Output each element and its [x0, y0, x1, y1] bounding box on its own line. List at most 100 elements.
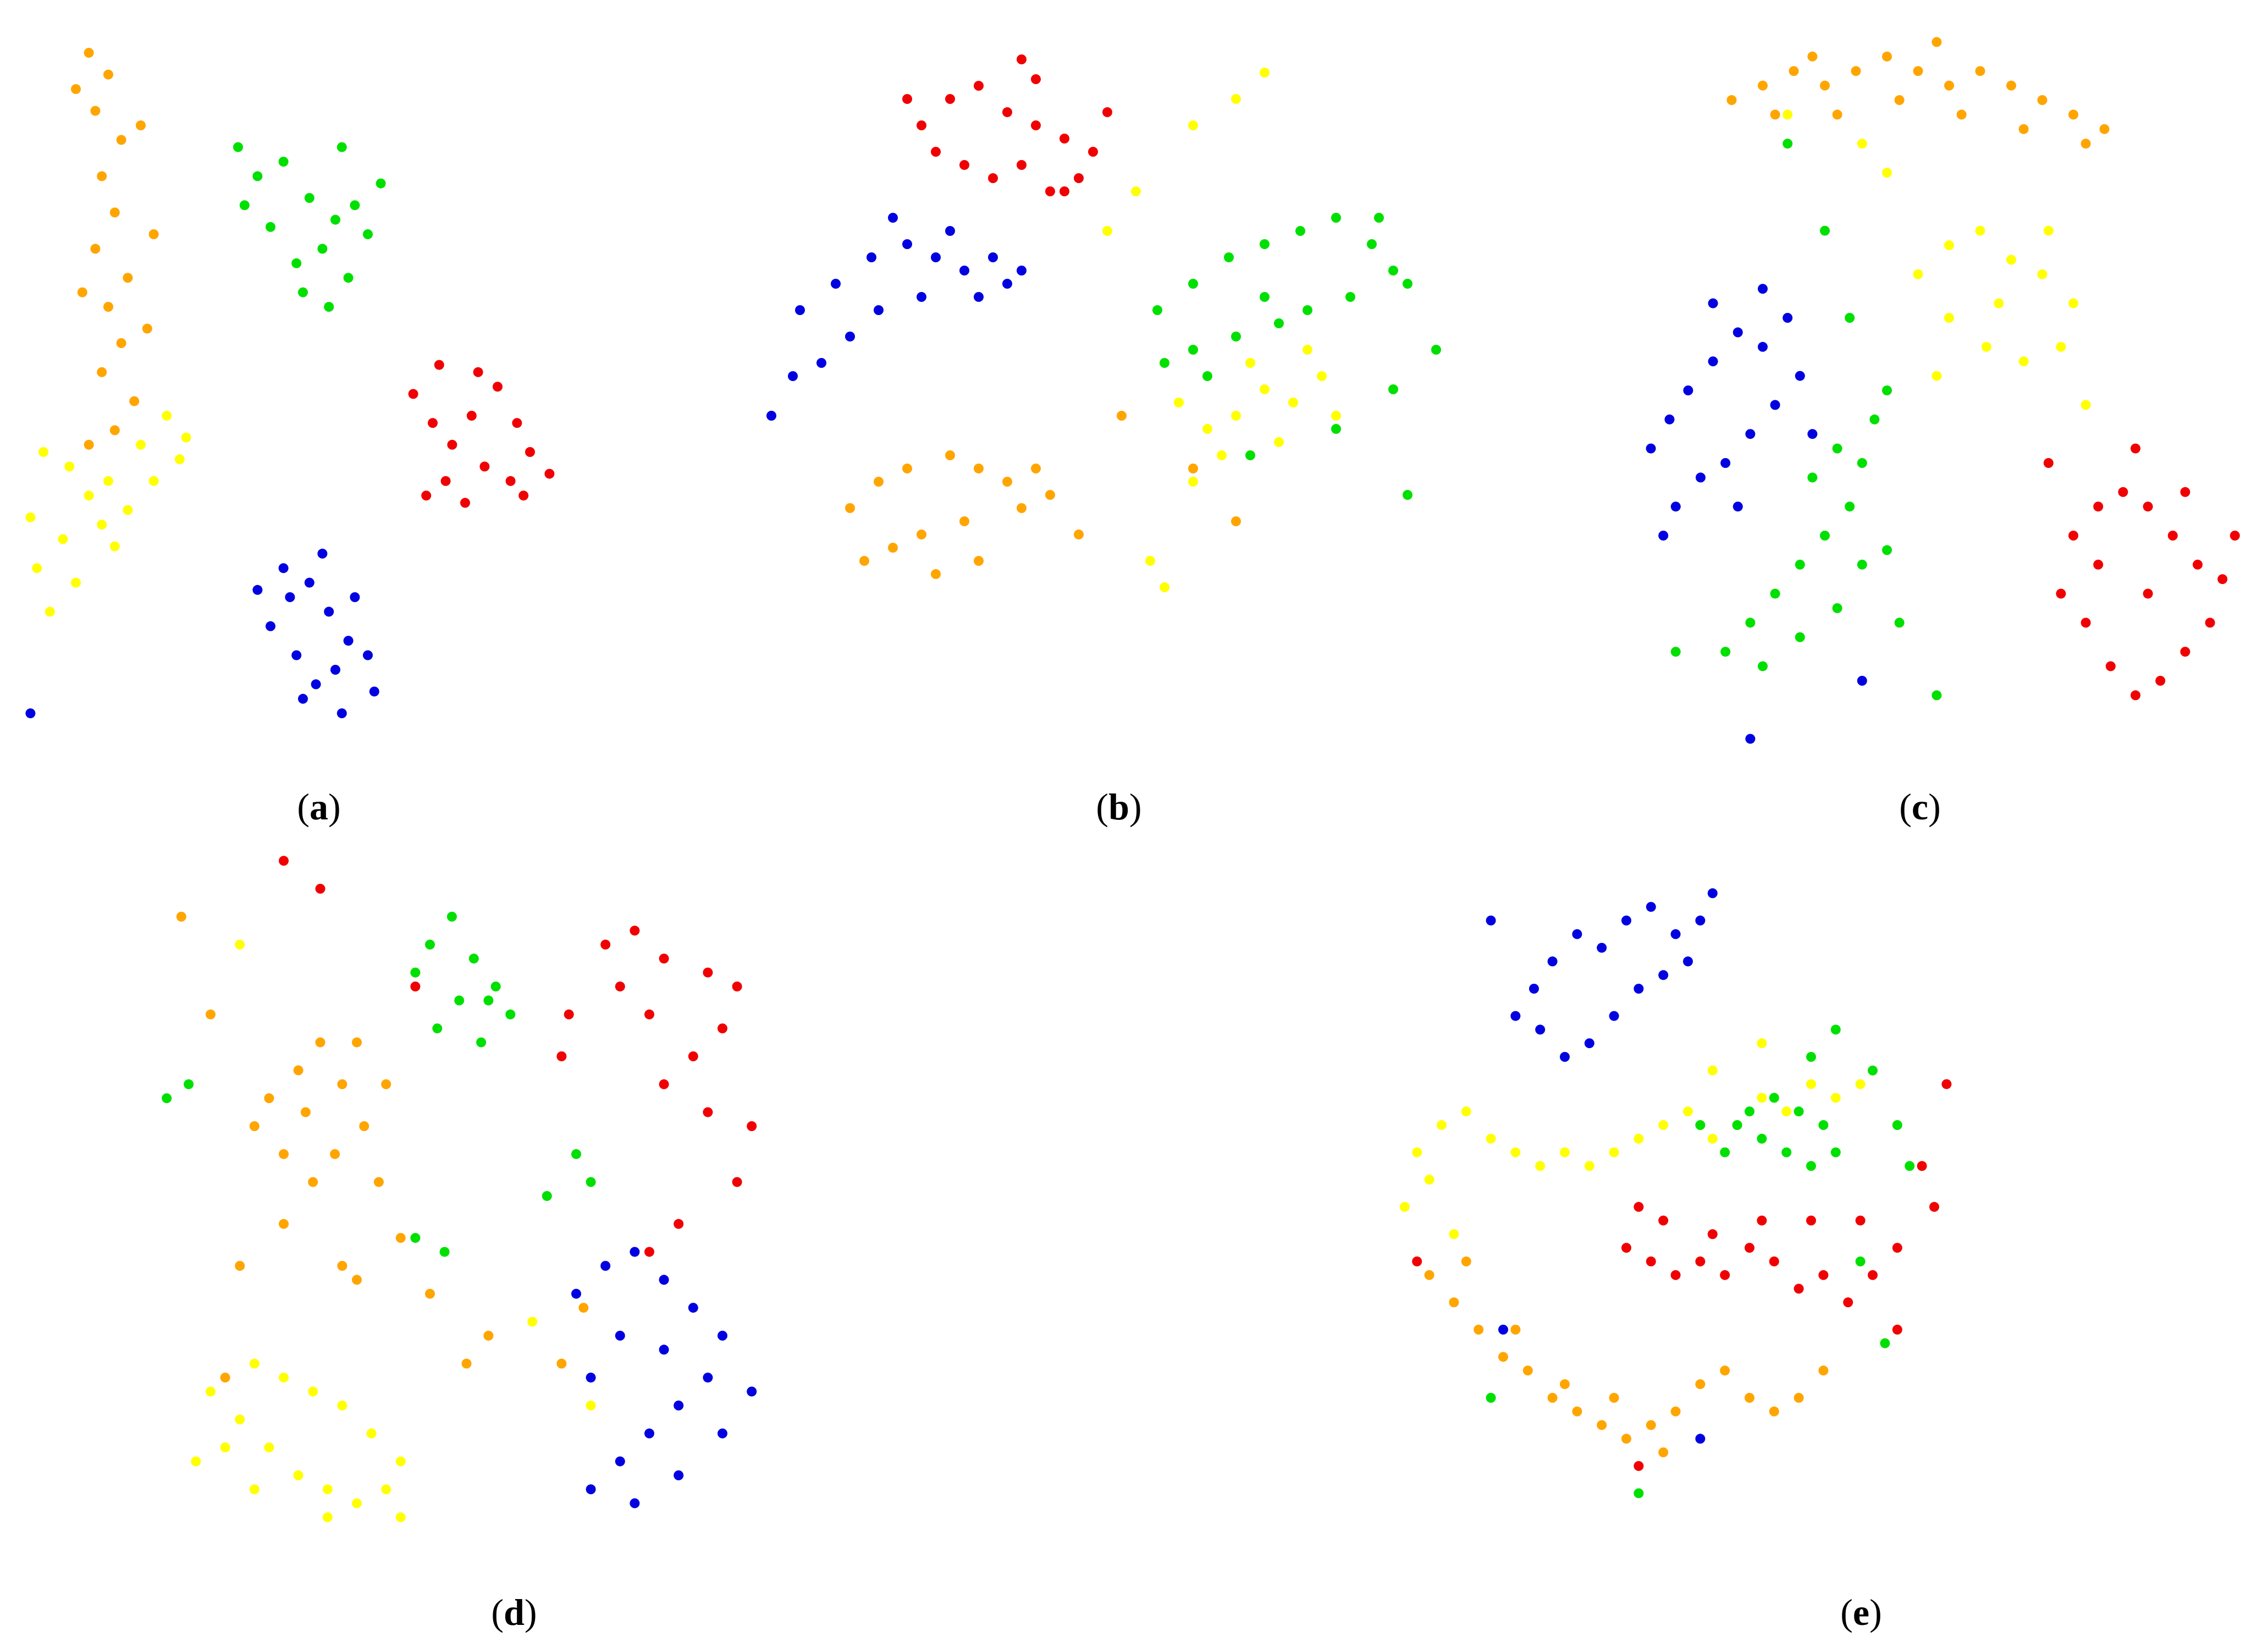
- scatter-point-a-blue-6: [330, 665, 340, 675]
- scatter-point-e-orange-3: [1498, 1352, 1508, 1362]
- scatter-point-c-green-17: [1894, 618, 1905, 628]
- scatter-point-b-yellow-8: [1188, 477, 1198, 487]
- scatter-point-b-orange-8: [1017, 503, 1027, 513]
- scatter-point-d-red-8: [688, 1051, 698, 1061]
- panel-label-b: (b): [1096, 786, 1141, 828]
- scatter-point-d-green-8: [410, 967, 421, 978]
- scatter-point-e-red-8: [1818, 1270, 1829, 1280]
- scatter-point-c-blue-2: [1683, 385, 1693, 395]
- scatter-point-d-orange-14: [206, 1009, 216, 1019]
- scatter-point-b-green-2: [1224, 252, 1234, 262]
- scatter-point-c-blue-3: [1708, 356, 1718, 367]
- scatter-point-d-blue-5: [718, 1331, 727, 1341]
- scatter-point-c-green-3: [1845, 501, 1855, 512]
- panel-label-e: (e): [1840, 1591, 1882, 1633]
- scatter-point-a-red-14: [518, 490, 529, 501]
- scatter-point-b-orange-16: [1117, 411, 1127, 421]
- scatter-point-e-blue-5: [1646, 902, 1656, 912]
- scatter-point-b-green-13: [1160, 358, 1169, 368]
- scatter-point-b-red-1: [945, 94, 955, 104]
- scatter-point-b-green-17: [1431, 345, 1441, 355]
- scatter-point-d-orange-21: [556, 1358, 567, 1369]
- scatter-point-e-green-5: [1818, 1120, 1829, 1130]
- scatter-point-c-blue-11: [1696, 472, 1706, 483]
- scatter-point-e-green-6: [1794, 1106, 1804, 1117]
- scatter-point-b-red-13: [1102, 107, 1112, 117]
- scatter-point-a-orange-2: [90, 106, 101, 116]
- scatter-point-e-orange-0: [1424, 1270, 1434, 1280]
- scatter-point-e-red-9: [1843, 1297, 1853, 1308]
- scatter-point-d-green-9: [162, 1093, 172, 1104]
- scatter-point-b-orange-18: [1188, 464, 1198, 473]
- scatter-point-d-green-5: [432, 1023, 443, 1034]
- scatter-point-a-yellow-10: [32, 563, 42, 574]
- scatter-point-a-blue-8: [291, 650, 302, 660]
- scatter-point-d-red-19: [556, 1051, 567, 1061]
- scatter-point-e-blue-3: [1597, 942, 1607, 953]
- scatter-point-c-orange-9: [2006, 80, 2016, 91]
- scatter-point-c-orange-17: [2018, 124, 2029, 134]
- scatter-point-a-yellow-9: [58, 534, 68, 544]
- scatter-point-e-blue-11: [1584, 1038, 1594, 1049]
- scatter-point-b-red-8: [1045, 186, 1055, 196]
- scatter-point-b-blue-17: [766, 411, 776, 421]
- scatter-point-d-blue-4: [688, 1303, 698, 1313]
- scatter-point-c-red-9: [2155, 676, 2166, 686]
- scatter-point-b-yellow-18: [1260, 68, 1270, 78]
- scatter-point-e-green-3: [1806, 1161, 1816, 1171]
- scatter-point-b-yellow-11: [1331, 411, 1341, 421]
- scatter-point-e-blue-14: [1683, 956, 1693, 967]
- scatter-point-c-green-4: [1820, 531, 1830, 541]
- scatter-point-d-red-3: [615, 982, 625, 991]
- scatter-point-d-blue-10: [586, 1484, 596, 1495]
- scatter-point-e-red-15: [1707, 1229, 1718, 1239]
- scatter-point-a-yellow-6: [181, 432, 191, 443]
- scatter-point-b-blue-16: [1002, 279, 1012, 289]
- scatter-point-e-red-16: [1658, 1215, 1669, 1226]
- scatter-point-b-red-12: [988, 173, 998, 183]
- scatter-point-b-blue-8: [974, 292, 984, 302]
- scatter-point-c-green-19: [1845, 313, 1855, 323]
- scatter-point-a-blue-2: [304, 577, 314, 588]
- scatter-point-e-red-17: [1634, 1201, 1644, 1212]
- scatter-point-a-blue-1: [285, 592, 295, 602]
- scatter-point-e-green-10: [1695, 1120, 1706, 1130]
- scatter-panel-c: [1646, 37, 2240, 744]
- scatter-point-d-orange-12: [373, 1177, 384, 1187]
- scatter-point-a-blue-0: [266, 621, 275, 631]
- scatter-panel-e: [1399, 888, 1952, 1498]
- scatter-point-c-blue-1: [1664, 414, 1675, 425]
- scatter-point-c-green-7: [1745, 618, 1756, 628]
- scatter-point-c-red-6: [2217, 574, 2228, 585]
- scatter-point-c-orange-6: [1913, 66, 1923, 76]
- scatter-point-a-green-1: [252, 171, 263, 181]
- scatter-point-d-red-12: [732, 1177, 742, 1187]
- scatter-point-e-red-11: [1892, 1243, 1902, 1253]
- scatter-point-d-green-1: [446, 912, 457, 922]
- scatter-point-c-red-17: [2230, 531, 2240, 541]
- scatter-point-c-orange-18: [2081, 139, 2091, 149]
- scatter-point-b-green-20: [1245, 450, 1255, 460]
- scatter-point-a-green-10: [266, 222, 275, 232]
- scatter-point-e-green-11: [1806, 1052, 1816, 1062]
- scatter-point-d-red-18: [564, 1009, 574, 1019]
- scatter-point-d-red-0: [600, 939, 611, 950]
- scatter-point-c-orange-14: [1832, 109, 1842, 120]
- scatter-point-c-orange-12: [2099, 124, 2110, 134]
- scatter-point-e-orange-13: [1745, 1393, 1754, 1403]
- scatter-point-e-orange-10: [1670, 1406, 1681, 1416]
- scatter-point-d-red-4: [644, 1009, 654, 1019]
- scatter-point-e-blue-19: [1695, 1434, 1706, 1444]
- scatter-point-b-blue-12: [816, 358, 826, 368]
- scatter-point-e-orange-14: [1769, 1406, 1779, 1416]
- scatter-point-b-red-10: [959, 160, 969, 170]
- scatter-point-c-orange-5: [1882, 51, 1892, 62]
- scatter-point-a-green-9: [363, 229, 373, 239]
- scatter-point-d-yellow-2: [264, 1442, 274, 1453]
- scatter-point-a-red-2: [447, 439, 457, 450]
- scatter-point-e-blue-1: [1547, 956, 1558, 967]
- scatter-point-e-orange-12: [1720, 1365, 1730, 1376]
- scatter-point-e-red-19: [1929, 1201, 1939, 1212]
- scatter-point-e-blue-9: [1634, 984, 1644, 994]
- scatter-point-d-blue-12: [674, 1470, 684, 1480]
